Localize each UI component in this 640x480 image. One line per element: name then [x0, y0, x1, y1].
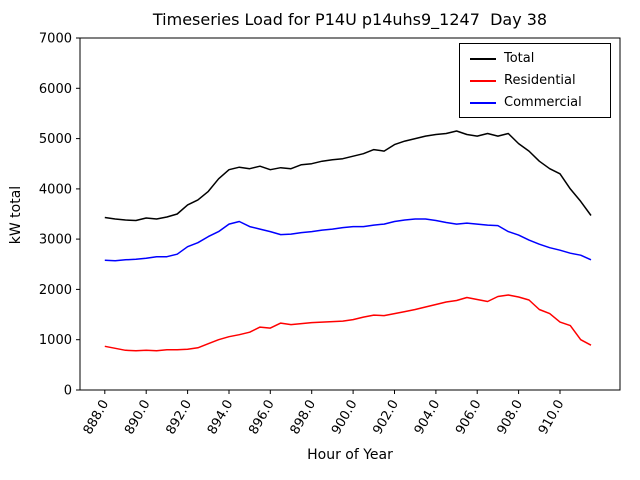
legend-label-commercial: Commercial	[504, 95, 582, 110]
x-tick-label: 888.0	[81, 398, 113, 438]
legend-item-total: Total	[470, 52, 600, 65]
x-tick-label: 900.0	[329, 398, 361, 438]
series-line-residential	[104, 294, 592, 352]
y-tick-label: 0	[64, 384, 72, 399]
total-line-swatch	[470, 57, 496, 60]
legend: Total Residential Commercial	[459, 43, 611, 118]
commercial-line-swatch	[470, 101, 496, 104]
legend-label-residential: Residential	[504, 73, 576, 88]
legend-label-total: Total	[504, 51, 535, 66]
y-tick-label: 1000	[39, 333, 72, 348]
y-tick-label: 5000	[39, 132, 72, 147]
y-tick-label: 4000	[39, 182, 72, 197]
x-tick-label: 892.0	[163, 398, 195, 438]
series-line-commercial	[104, 218, 592, 262]
chart-title: Timeseries Load for P14U p14uhs9_1247 Da…	[152, 10, 548, 29]
legend-item-commercial: Commercial	[470, 96, 600, 109]
y-tick-label: 2000	[39, 283, 72, 298]
y-axis-label: kW total	[8, 185, 24, 245]
x-tick-label: 904.0	[412, 398, 444, 438]
legend-item-residential: Residential	[470, 74, 600, 87]
x-tick-label: 906.0	[453, 398, 485, 438]
y-tick-label: 7000	[39, 32, 72, 47]
x-tick-label: 898.0	[288, 398, 320, 438]
x-tick-label: 890.0	[122, 398, 154, 438]
series-line-total	[104, 130, 592, 222]
plot-border	[79, 37, 621, 391]
x-tick-label: 894.0	[205, 398, 237, 438]
x-axis-label: Hour of Year	[307, 447, 393, 463]
x-tick-label: 902.0	[370, 398, 402, 438]
x-tick-label: 908.0	[494, 398, 526, 438]
x-tick-label: 896.0	[246, 398, 278, 438]
residential-line-swatch	[470, 79, 496, 82]
y-tick-label: 3000	[39, 233, 72, 248]
x-tick-label: 910.0	[536, 398, 568, 438]
y-tick-label: 6000	[39, 82, 72, 97]
